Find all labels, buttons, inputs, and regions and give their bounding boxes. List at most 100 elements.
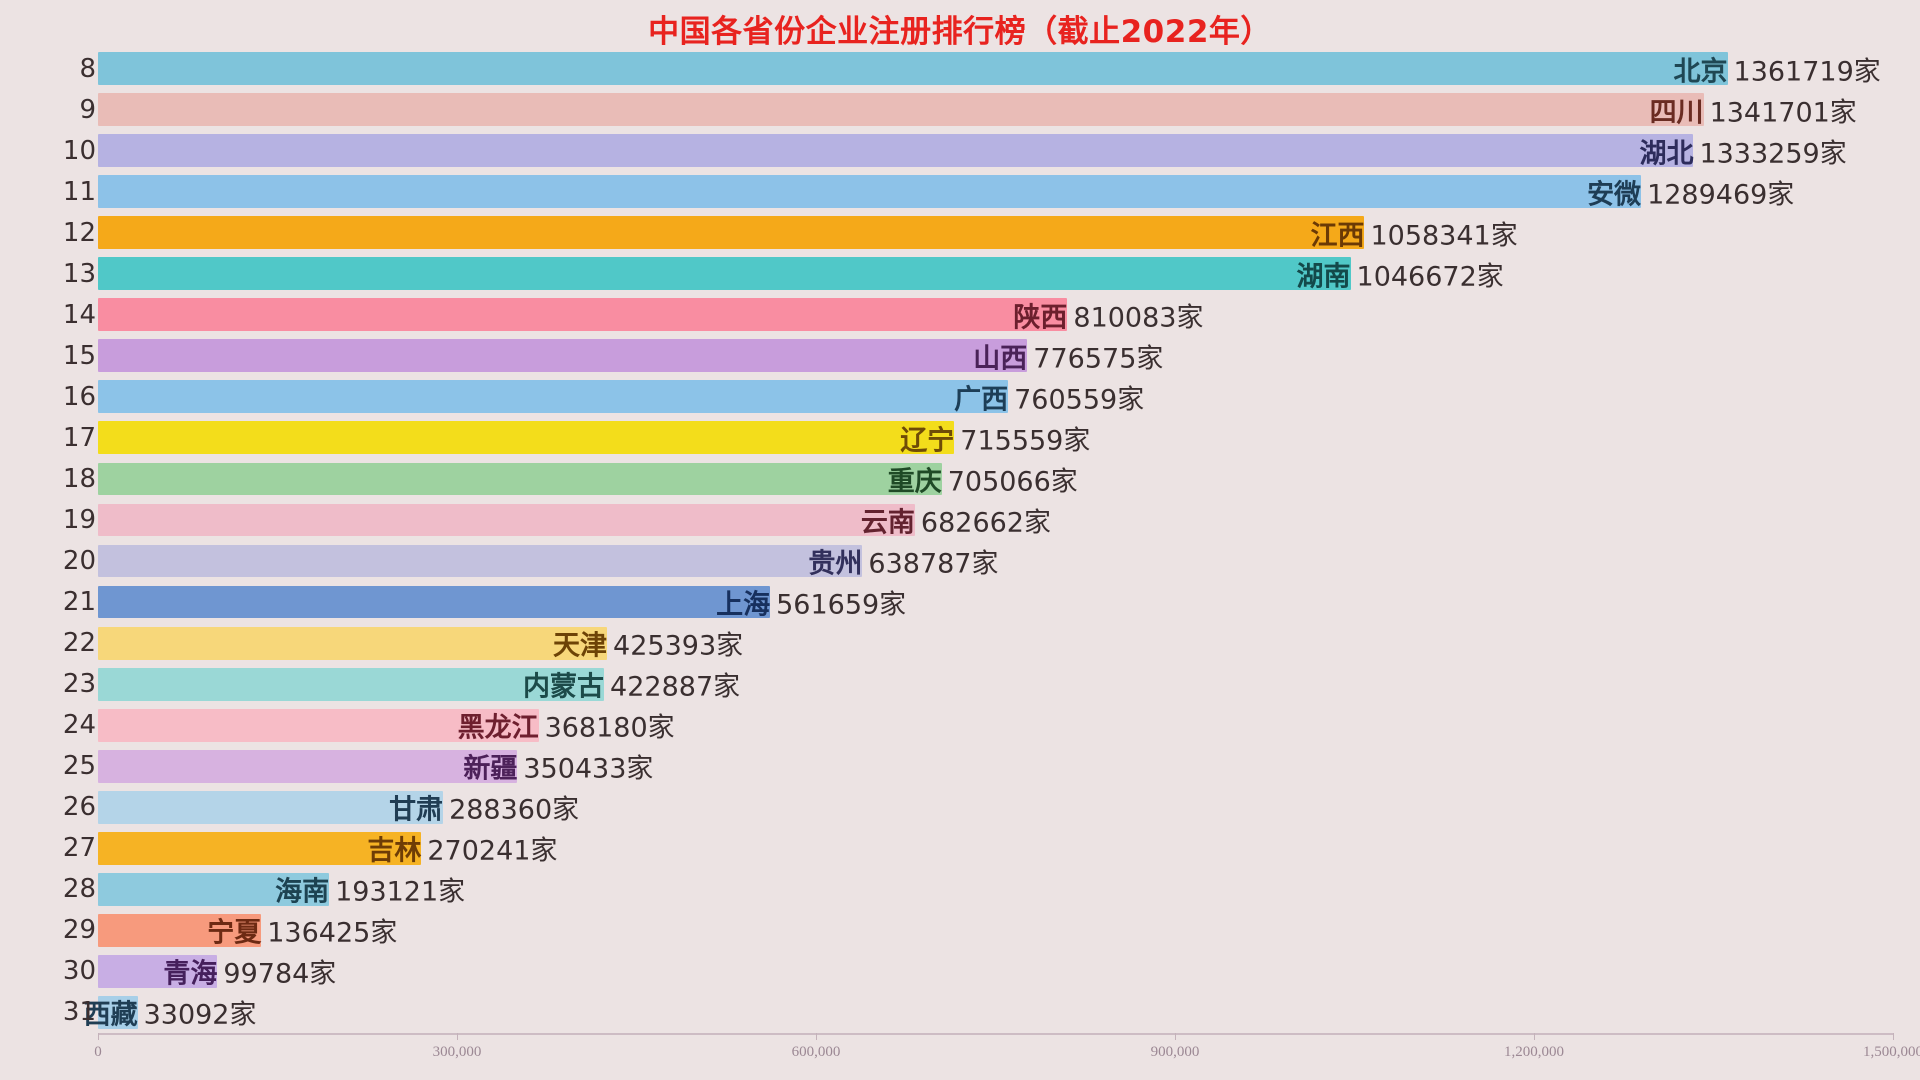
value-text: 270241家 [427,835,558,867]
bar [98,913,262,947]
value-text: 810083家 [1073,302,1204,334]
province-name: 甘肃 [389,794,444,826]
bar-row: 25 新疆 350433家 [0,746,1920,787]
bar [98,996,138,1029]
bar-value-label: 山西 776575家 [973,336,1163,375]
bar-value-label: 陕西 810083家 [1013,295,1203,334]
value-text: 1333259家 [1699,138,1847,170]
axis-tick-mark [98,1033,99,1040]
rank-label: 17 [62,422,96,453]
bar [98,216,1365,250]
bar [98,708,539,742]
value-text: 99784家 [223,958,337,990]
bar-value-label: 天津 425393家 [553,624,743,663]
bar-row: 28 海南 193121家 [0,869,1920,910]
bar [98,749,518,783]
province-name: 海南 [275,876,330,908]
bar [98,585,771,619]
bar-value-label: 北京 1361719家 [1674,49,1881,88]
bar [98,955,218,988]
rank-label: 31 [62,997,96,1028]
bar-value-label: 江西 1058341家 [1310,213,1517,252]
bar-chart-plot-area: 8 北京 1361719家 9 四川 1341701家 10 湖北 1333259家 11 安微 12… [0,48,1920,1033]
value-text: 193121家 [335,876,466,908]
rank-label: 26 [62,792,96,823]
province-name: 内蒙古 [523,671,605,703]
axis-tick-label: 0 [94,1044,102,1060]
rank-label: 23 [62,669,96,700]
province-name: 广西 [954,384,1009,416]
province-name: 青海 [163,958,218,990]
value-text: 1289469家 [1647,179,1795,211]
bar [98,503,915,537]
bar-value-label: 吉林 270241家 [367,829,557,868]
rank-label: 25 [62,751,96,782]
rank-label: 15 [62,340,96,371]
bar-row: 17 辽宁 715559家 [0,417,1920,458]
province-name: 黑龙江 [457,712,539,744]
rank-label: 21 [62,587,96,618]
axis-tick-mark [1893,1033,1894,1040]
bar [98,626,608,660]
rank-label: 28 [62,874,96,905]
bar-row: 20 贵州 638787家 [0,541,1920,582]
rank-label: 13 [62,258,96,289]
bar-value-label: 安微 1289469家 [1587,172,1794,211]
value-text: 682662家 [920,507,1051,539]
bar-value-label: 黑龙江 368180家 [458,706,675,745]
bar-value-label: 甘肃 288360家 [389,788,579,827]
axis-tick-label: 600,000 [791,1044,841,1060]
province-name: 山西 [973,343,1028,375]
province-name: 湖北 [1639,138,1694,170]
axis-tick-mark [1534,1033,1535,1040]
bar [98,462,942,496]
bar-value-label: 云南 682662家 [861,500,1051,539]
bar [98,298,1068,332]
bar-row: 29 宁夏 136425家 [0,910,1920,951]
province-name: 安微 [1587,179,1642,211]
rank-label: 19 [62,504,96,535]
bar [98,421,955,455]
bar-row: 27 吉林 270241家 [0,828,1920,869]
bar [98,872,330,906]
bar-value-label: 内蒙古 422887家 [523,665,740,704]
bar-row: 8 北京 1361719家 [0,48,1920,89]
value-text: 561659家 [776,589,907,621]
value-text: 136425家 [267,917,398,949]
bar [98,175,1642,209]
bar-row: 31 西藏 33092家 [0,992,1920,1033]
value-text: 368180家 [544,712,675,744]
bar-value-label: 重庆 705066家 [888,459,1078,498]
axis-tick-label: 300,000 [432,1044,482,1060]
bar [98,134,1694,167]
province-name: 吉林 [367,835,422,867]
value-text: 33092家 [143,999,257,1031]
rank-label: 20 [62,546,96,577]
province-name: 陕西 [1013,302,1068,334]
value-text: 1341701家 [1709,97,1857,129]
bar-value-label: 西藏 33092家 [84,993,257,1032]
axis-tick-mark [457,1033,458,1040]
value-text: 1058341家 [1370,220,1518,252]
rank-label: 9 [79,94,96,125]
axis-tick-label: 900,000 [1150,1044,1200,1060]
bar-value-label: 上海 561659家 [716,583,906,622]
bar-value-label: 宁夏 136425家 [207,911,397,950]
bar-row: 10 湖北 1333259家 [0,130,1920,171]
province-name: 北京 [1673,56,1728,88]
bar-row: 13 湖南 1046672家 [0,253,1920,294]
rank-label: 11 [62,176,96,207]
value-text: 760559家 [1014,384,1145,416]
bar-row: 21 上海 561659家 [0,582,1920,623]
value-text: 705066家 [947,466,1078,498]
bar-row: 30 青海 99784家 [0,951,1920,992]
value-text: 715559家 [960,425,1091,457]
rank-label: 22 [62,628,96,659]
value-text: 776575家 [1033,343,1164,375]
province-name: 上海 [716,589,771,621]
bar-value-label: 贵州 638787家 [808,542,998,581]
bar-row: 24 黑龙江 368180家 [0,705,1920,746]
bar-value-label: 四川 1341701家 [1650,90,1857,129]
rank-label: 10 [62,135,96,166]
